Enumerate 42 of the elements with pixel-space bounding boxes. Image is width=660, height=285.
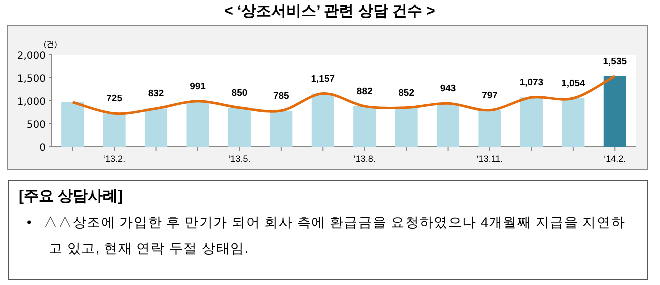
data-label: 852 [398,88,414,99]
bar [562,98,585,147]
data-label: 797 [482,90,498,102]
y-tick-label: 1,500 [17,74,46,85]
bar [62,102,84,147]
x-tick-label: ‘13.11. [476,154,504,164]
bar [103,114,126,147]
y-tick-label: 0 [40,143,46,154]
bar [186,101,210,147]
data-label: 991 [190,81,207,92]
x-tick-label: ‘14.2. [604,154,626,164]
y-tick-label: 2,000 [17,51,46,62]
bar [354,106,376,147]
bar [145,108,168,147]
bar [437,104,460,147]
data-label: 785 [274,90,290,102]
chart-title: < ‘상조서비스’ 관련 상담 건수 > [224,2,436,21]
data-label: 1,054 [562,78,586,90]
y-axis-title: (건) [44,40,58,49]
data-label: 1,535 [603,56,628,68]
data-label: 943 [440,84,456,95]
data-label: 832 [148,88,164,100]
x-tick-label: ‘13.5. [228,154,251,164]
text: [주요 상담사례] [19,187,124,206]
bar [312,94,334,147]
bar [228,108,251,147]
y-tick-label: 1,000 [17,97,46,108]
x-tick-label: ‘13.8. [354,154,376,164]
bar [270,110,293,147]
line-series [72,75,616,116]
data-label: 1,073 [520,78,544,89]
x-tick-label: ‘13.2. [104,154,126,164]
bar [520,98,543,147]
bar [478,110,502,147]
data-label: 1,157 [311,74,336,85]
text: • △△상조에 가입한 후 만기가 되어 회사 측에 환급금을 요청하였으나 4개월째 지급을 지연하고 있고, 현재 연락 두절 상태임. [26,214,627,258]
bar [395,108,418,147]
y-tick-label: 500 [26,120,46,131]
data-label: 850 [232,88,248,99]
data-label: 725 [106,94,124,105]
data-label: 882 [356,86,373,98]
bar [604,76,626,147]
